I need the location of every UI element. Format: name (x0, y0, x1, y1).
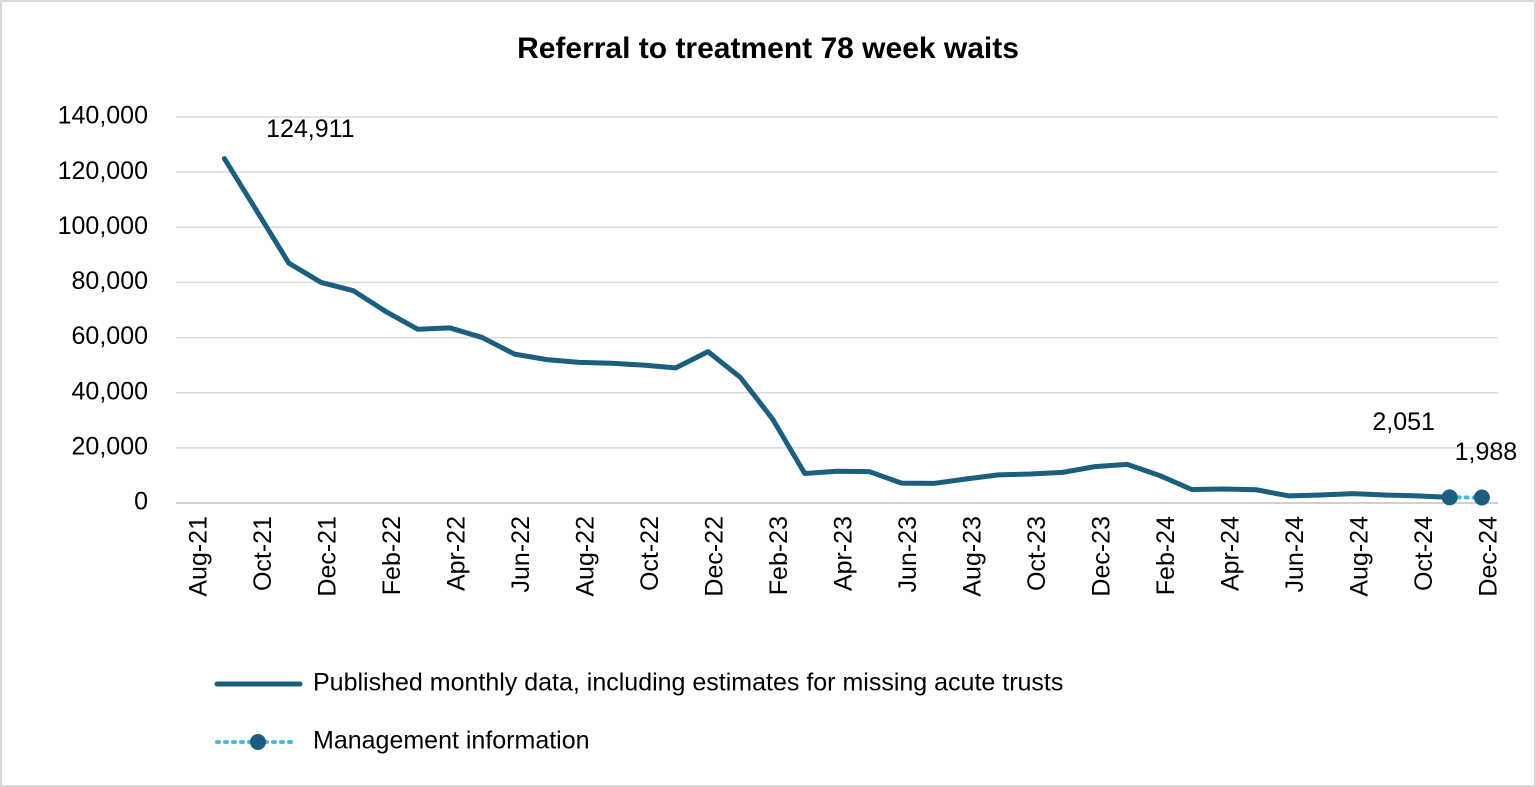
x-tick-label: Jun-23 (894, 516, 922, 592)
x-tick-label: Dec-24 (1474, 516, 1502, 597)
marker (1441, 489, 1458, 506)
x-tick-label: Aug-22 (572, 516, 600, 597)
series-line (221, 156, 1453, 500)
x-tick-label: Feb-23 (765, 516, 793, 595)
x-tick-label: Oct-21 (249, 516, 277, 591)
x-tick-label: Aug-24 (1346, 516, 1374, 597)
x-tick-label: Jun-24 (1281, 516, 1309, 593)
y-tick-label: 20,000 (72, 432, 148, 460)
y-tick-label: 0 (134, 488, 148, 516)
x-tick-label: Oct-23 (1023, 516, 1051, 591)
x-tick-label: Dec-21 (314, 516, 342, 597)
x-tick-label: Dec-22 (701, 516, 729, 597)
y-tick-label: 80,000 (72, 267, 148, 295)
legend-label: Published monthly data, including estima… (313, 669, 1063, 697)
legend-label: Management information (313, 727, 590, 755)
x-tick-label: Apr-23 (830, 516, 858, 591)
x-tick-label: Apr-22 (443, 516, 471, 591)
x-tick-label: Oct-24 (1410, 516, 1438, 591)
legend-marker (250, 734, 266, 750)
x-tick-label: Dec-23 (1088, 516, 1116, 597)
x-tick-label: Feb-24 (1152, 516, 1180, 595)
x-tick-label: Apr-24 (1217, 516, 1245, 591)
data-label: 1,988 (1455, 438, 1518, 466)
y-tick-label: 40,000 (72, 377, 148, 405)
x-tick-label: Jun-22 (507, 516, 535, 592)
marker (1473, 489, 1490, 506)
data-label: 124,911 (266, 115, 355, 143)
y-tick-label: 100,000 (58, 212, 148, 240)
data-label: 2,051 (1372, 408, 1435, 436)
x-tick-label: Aug-23 (959, 516, 987, 597)
x-tick-label: Aug-21 (185, 516, 213, 597)
y-tick-label: 60,000 (72, 322, 148, 350)
y-tick-label: 140,000 (58, 102, 148, 130)
x-tick-label: Feb-22 (378, 516, 406, 595)
x-tick-label: Oct-22 (636, 516, 664, 591)
chart-title: Referral to treatment 78 week waits (517, 32, 1019, 65)
y-tick-label: 120,000 (58, 157, 148, 185)
